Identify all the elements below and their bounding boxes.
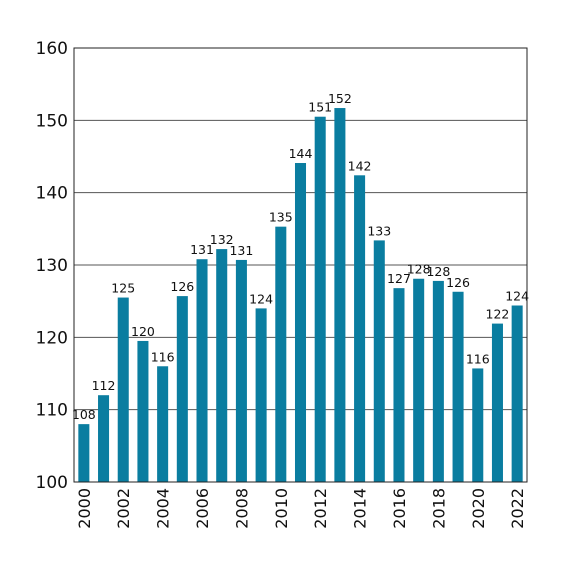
x-tick-label: 2008 [232, 488, 251, 529]
data-label-2003: 120 [131, 324, 155, 339]
data-label-2022: 124 [505, 289, 529, 304]
x-tick-label: 2000 [75, 488, 94, 529]
bar-2000 [78, 424, 90, 482]
data-label-2019: 126 [446, 275, 470, 290]
data-label-2002: 125 [111, 281, 135, 296]
data-label-2016: 127 [387, 271, 411, 286]
x-tick-label: 2010 [272, 488, 291, 529]
y-tick-label: 120 [36, 328, 68, 348]
bar-2001 [98, 395, 110, 482]
bar-2014 [354, 175, 366, 482]
bar-2017 [413, 278, 425, 482]
data-label-2000: 108 [72, 407, 96, 422]
x-tick-label: 2022 [508, 488, 527, 529]
bar-2015 [373, 240, 385, 482]
data-label-2021: 122 [486, 307, 510, 322]
data-label-2017: 128 [407, 262, 431, 277]
bar-2012 [314, 116, 326, 482]
y-axis-ticks: 100 110 120 130 140 150 160 [36, 39, 68, 493]
bar-2021 [491, 323, 503, 482]
y-tick-label: 100 [36, 473, 68, 493]
bar-2022 [511, 305, 523, 482]
data-label-2009: 124 [249, 291, 273, 306]
x-tick-label: 2014 [351, 488, 370, 529]
data-label-2012: 151 [308, 100, 332, 115]
bar-2013 [334, 108, 346, 482]
bar-2016 [393, 288, 405, 482]
data-labels: 1081121251201161261311321311241351441511… [72, 91, 529, 422]
bar-2005 [176, 296, 188, 482]
data-label-2006: 131 [190, 242, 214, 257]
bar-2004 [157, 366, 169, 482]
x-tick-label: 2012 [311, 488, 330, 529]
bar-2011 [294, 163, 307, 482]
data-label-2010: 135 [269, 210, 293, 225]
data-label-2005: 126 [170, 279, 194, 294]
data-label-2013: 152 [328, 91, 352, 106]
bar-2007 [216, 249, 228, 482]
y-tick-label: 150 [36, 111, 68, 131]
x-tick-label: 2020 [469, 488, 488, 529]
bar-2009 [255, 308, 267, 482]
bar-2008 [235, 259, 247, 482]
y-tick-label: 160 [36, 39, 68, 59]
x-tick-label: 2002 [114, 488, 133, 529]
data-label-2020: 116 [466, 351, 490, 366]
data-label-2001: 112 [92, 378, 116, 393]
bar-2002 [117, 297, 129, 482]
data-label-2015: 133 [367, 223, 391, 238]
data-label-2011: 144 [289, 146, 313, 161]
y-tick-label: 140 [36, 184, 68, 204]
bar-2010 [275, 226, 287, 482]
x-tick-label: 2006 [193, 488, 212, 529]
y-tick-label: 110 [36, 401, 68, 421]
bar-2020 [472, 368, 484, 482]
data-label-2014: 142 [348, 158, 372, 173]
bar-2018 [432, 280, 444, 482]
data-label-2008: 131 [229, 243, 253, 258]
y-tick-label: 130 [36, 256, 68, 276]
data-label-2004: 116 [151, 349, 175, 364]
x-tick-label: 2018 [429, 488, 448, 529]
bars [78, 108, 523, 482]
x-tick-label: 2004 [154, 488, 173, 529]
data-label-2007: 132 [210, 232, 234, 247]
x-tick-label: 2016 [390, 488, 409, 529]
x-axis-ticks: 2000 2002 2004 2006 2008 2010 2012 2014 2016 2018… [75, 488, 527, 529]
data-label-2018: 128 [426, 264, 450, 279]
bar-2019 [452, 291, 464, 482]
bar-2006 [196, 259, 208, 482]
plot-frame [73, 47, 528, 483]
bar-2003 [137, 340, 149, 482]
